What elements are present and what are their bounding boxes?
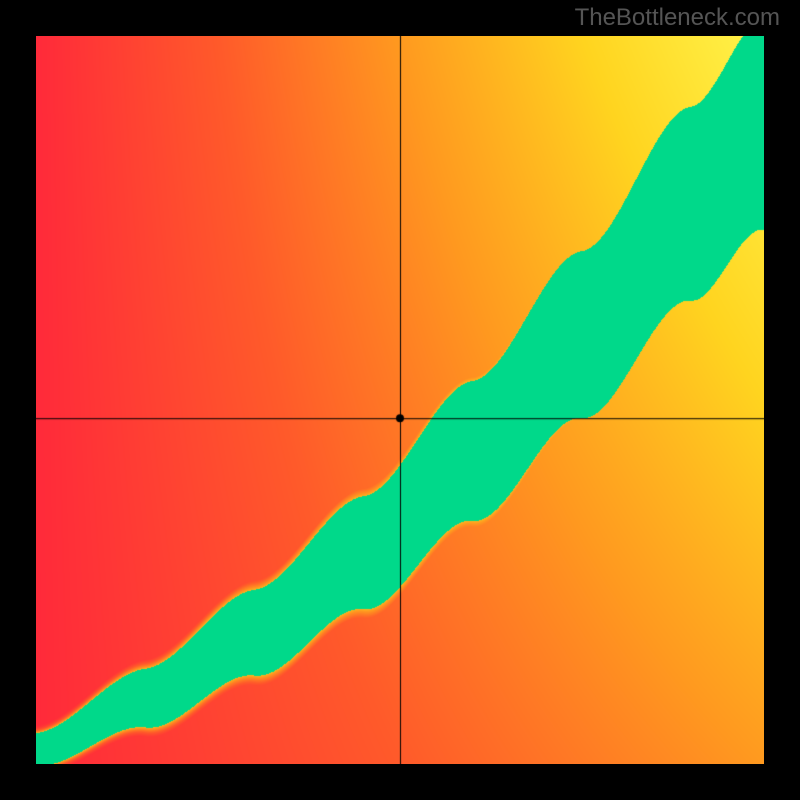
bottleneck-heatmap-chart — [36, 36, 764, 764]
watermark-text: TheBottleneck.com — [575, 4, 780, 32]
heatmap-canvas — [36, 36, 764, 764]
